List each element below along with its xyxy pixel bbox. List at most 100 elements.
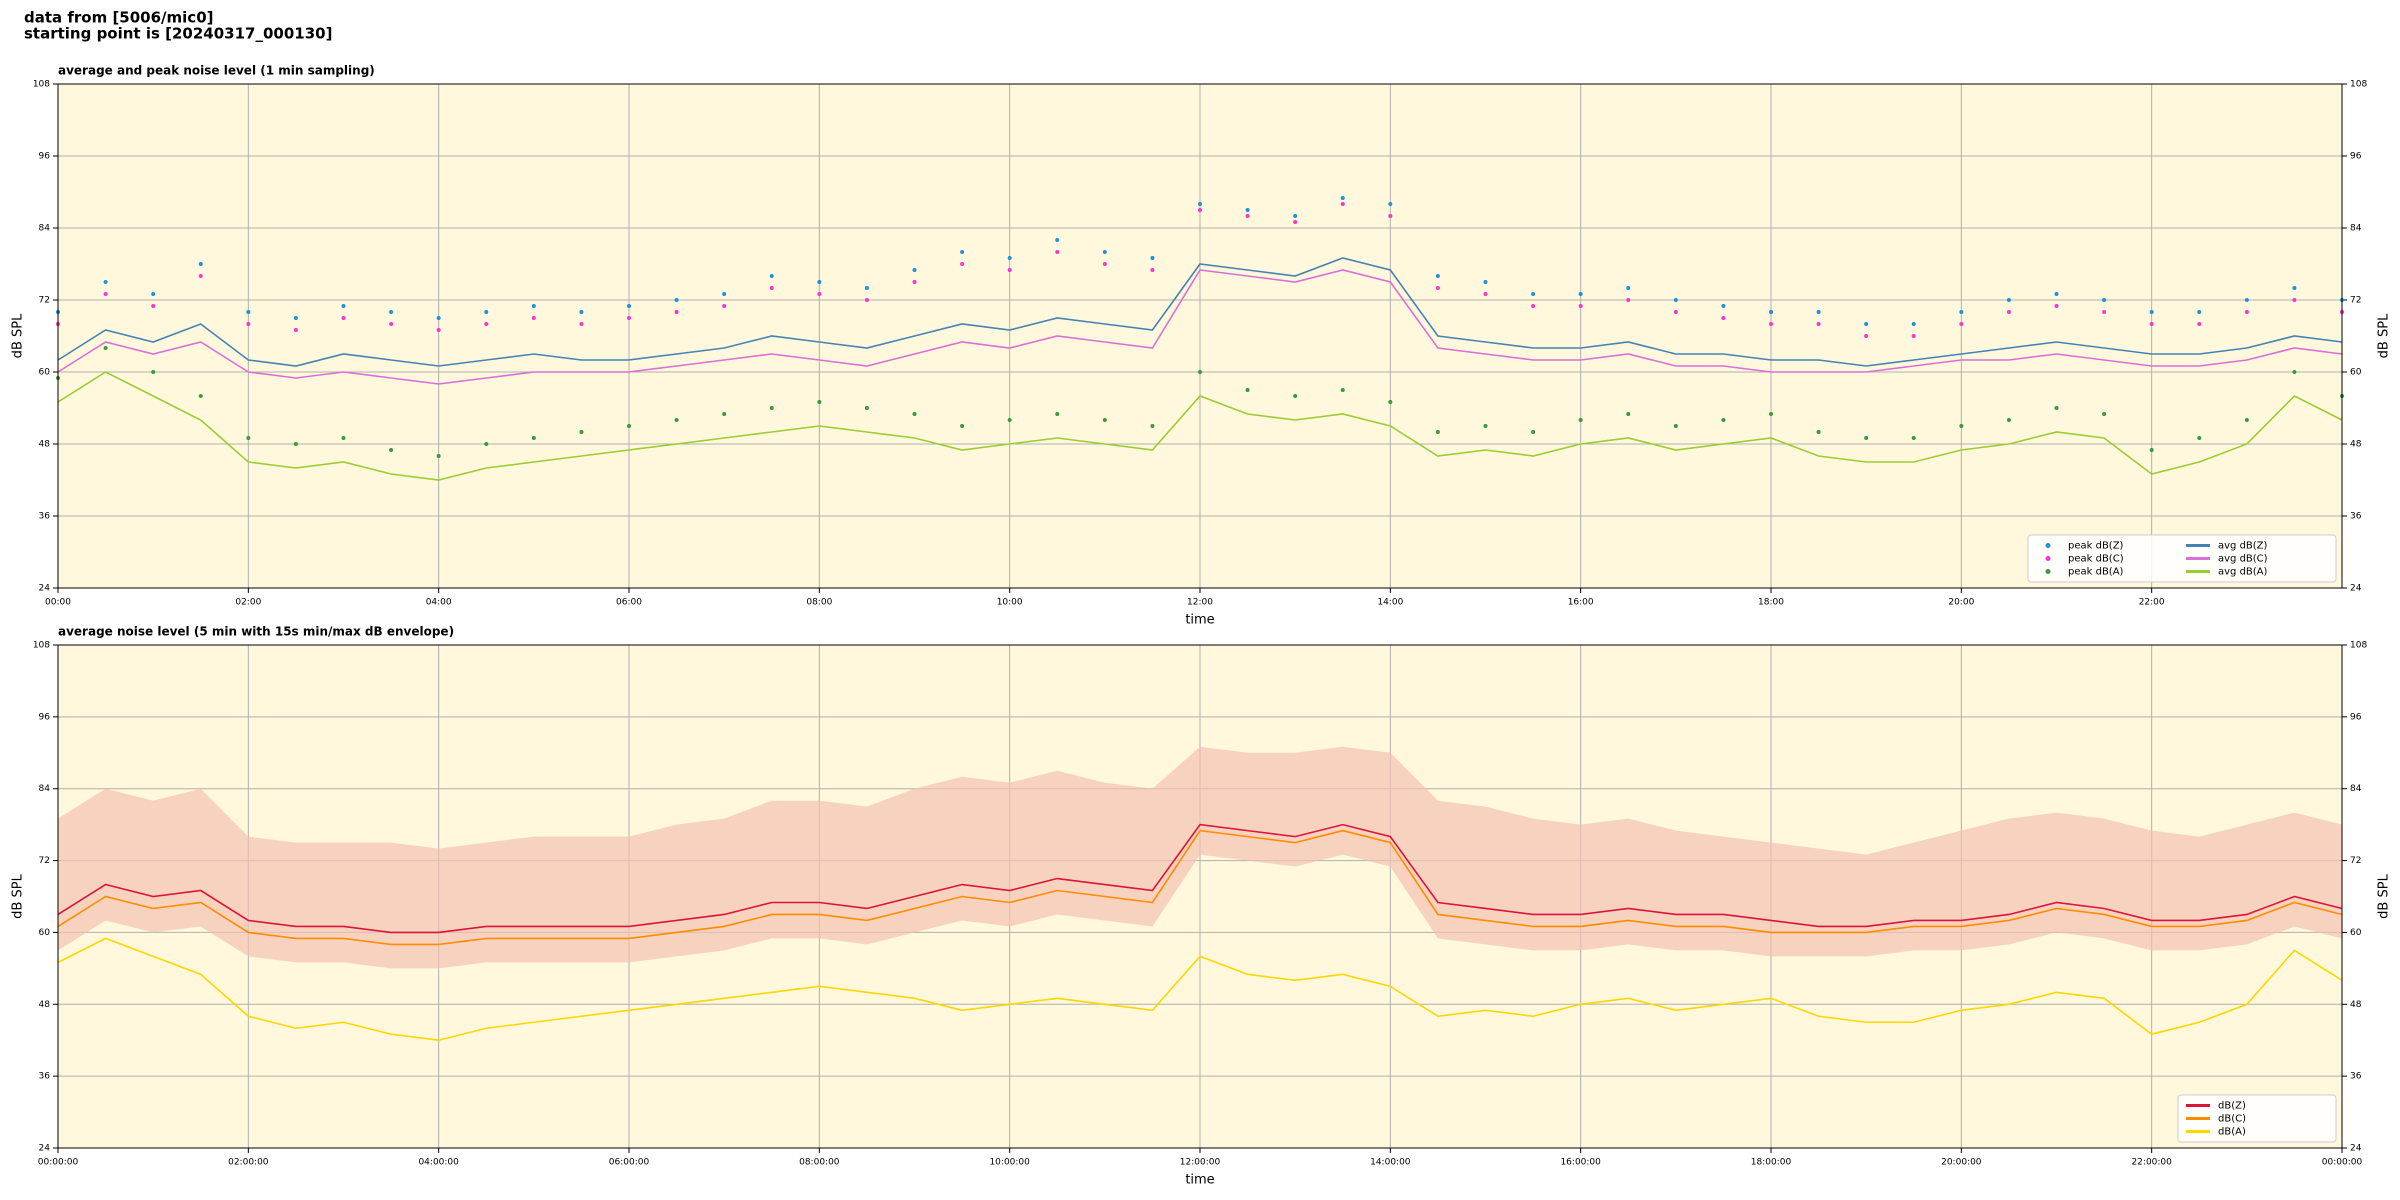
legend-label: peak dB(C) bbox=[2068, 554, 2124, 565]
y2-tick-label: 48 bbox=[2350, 440, 2362, 450]
x-axis-label: time bbox=[1185, 613, 1214, 628]
x-tick-label: 02:00:00 bbox=[228, 1158, 269, 1168]
x-tick-label: 18:00 bbox=[1758, 598, 1784, 608]
legend-marker bbox=[2045, 556, 2051, 561]
y-tick-label: 60 bbox=[39, 928, 51, 938]
x-tick-label: 22:00 bbox=[2139, 598, 2165, 608]
y-tick-label: 72 bbox=[39, 856, 50, 866]
peak-point bbox=[1102, 262, 1107, 266]
y2-tick-label: 108 bbox=[2350, 80, 2367, 90]
peak-point bbox=[817, 280, 822, 284]
peak-point bbox=[674, 418, 679, 422]
x-tick-label: 06:00 bbox=[616, 598, 642, 608]
peak-point bbox=[1245, 214, 1250, 218]
peak-point bbox=[1816, 430, 1821, 434]
peak-point bbox=[246, 322, 251, 326]
y2-tick-label: 36 bbox=[2350, 1072, 2362, 1082]
peak-point bbox=[2149, 310, 2154, 314]
legend-label: avg dB(A) bbox=[2218, 567, 2268, 578]
x-axis-label: time bbox=[1185, 1173, 1214, 1188]
peak-point bbox=[103, 280, 108, 284]
peak-point bbox=[1150, 268, 1155, 272]
peak-point bbox=[1198, 208, 1202, 212]
peak-point bbox=[151, 292, 156, 296]
peak-point bbox=[1388, 214, 1393, 218]
peak-point bbox=[2292, 286, 2297, 290]
x-tick-label: 16:00 bbox=[1568, 598, 1594, 608]
peak-point bbox=[912, 268, 917, 272]
peak-point bbox=[103, 292, 108, 296]
peak-point bbox=[1864, 436, 1869, 440]
peak-point bbox=[1626, 286, 1631, 290]
y-tick-label: 72 bbox=[39, 296, 50, 306]
series-line bbox=[57, 937, 2343, 1042]
y-tick-label: 108 bbox=[33, 80, 50, 90]
peak-point bbox=[531, 436, 536, 440]
peak-point bbox=[2054, 292, 2059, 296]
x-tick-label: 20:00:00 bbox=[1941, 1158, 1982, 1168]
x-tick-label: 20:00 bbox=[1948, 598, 1974, 608]
y2-tick-label: 36 bbox=[2350, 512, 2362, 522]
peak-point bbox=[2244, 310, 2249, 314]
peak-point bbox=[1673, 310, 1678, 314]
peak-point bbox=[2006, 298, 2011, 302]
peak-point bbox=[579, 430, 584, 434]
peak-point bbox=[1150, 424, 1155, 428]
peak-point bbox=[1102, 250, 1107, 254]
peak-point bbox=[769, 286, 774, 290]
peak-point bbox=[912, 280, 917, 284]
peak-point bbox=[1578, 418, 1583, 422]
peak-point bbox=[1293, 394, 1298, 398]
peak-point bbox=[1388, 400, 1393, 404]
x-tick-label: 22:00:00 bbox=[2131, 1158, 2172, 1168]
peak-point bbox=[103, 346, 108, 350]
peak-point bbox=[627, 304, 631, 308]
peak-point bbox=[1864, 322, 1869, 326]
legend-label: avg dB(Z) bbox=[2218, 541, 2268, 552]
peak-point bbox=[2006, 418, 2011, 422]
peak-point bbox=[1816, 310, 1821, 314]
y-tick-label: 60 bbox=[39, 368, 51, 378]
peak-point bbox=[2054, 406, 2059, 410]
peak-point bbox=[1055, 238, 1060, 242]
peak-point bbox=[1435, 430, 1440, 434]
peak-point bbox=[1721, 304, 1726, 308]
peak-point bbox=[1198, 370, 1202, 374]
legend-label: avg dB(C) bbox=[2218, 554, 2268, 565]
peak-point bbox=[389, 322, 394, 326]
plot-frame bbox=[57, 83, 2343, 589]
peak-point bbox=[1483, 424, 1488, 428]
envelope-band bbox=[58, 746, 2342, 969]
peak-point bbox=[2006, 310, 2011, 314]
peak-point bbox=[436, 316, 441, 320]
peak-point bbox=[1198, 202, 1202, 206]
y2-tick-label: 96 bbox=[2350, 152, 2362, 162]
peak-point bbox=[531, 316, 536, 320]
peak-point bbox=[769, 406, 774, 410]
peak-point bbox=[1673, 424, 1678, 428]
y2-tick-label: 72 bbox=[2350, 856, 2361, 866]
y2-tick-label: 48 bbox=[2350, 1000, 2362, 1010]
peak-point bbox=[2054, 304, 2059, 308]
source-label: data from [5006/mic0] bbox=[24, 9, 214, 27]
peak-point bbox=[1769, 412, 1773, 416]
peak-point bbox=[436, 454, 441, 458]
peak-point bbox=[341, 304, 346, 308]
peak-point bbox=[1911, 322, 1916, 326]
peak-point bbox=[2197, 322, 2202, 326]
peak-point bbox=[2149, 322, 2154, 326]
y-tick-label: 48 bbox=[39, 1000, 51, 1010]
legend-marker bbox=[2045, 543, 2051, 548]
peak-point bbox=[1340, 196, 1345, 200]
peak-point bbox=[1673, 298, 1678, 302]
peak-point bbox=[1150, 256, 1155, 260]
y-tick-label: 36 bbox=[39, 512, 51, 522]
peak-point bbox=[531, 304, 536, 308]
peak-point bbox=[1435, 286, 1440, 290]
x-tick-label: 14:00:00 bbox=[1370, 1158, 1411, 1168]
peak-point bbox=[1911, 334, 1916, 338]
peak-point bbox=[2244, 298, 2249, 302]
peak-point bbox=[1483, 280, 1488, 284]
peak-point bbox=[341, 316, 346, 320]
